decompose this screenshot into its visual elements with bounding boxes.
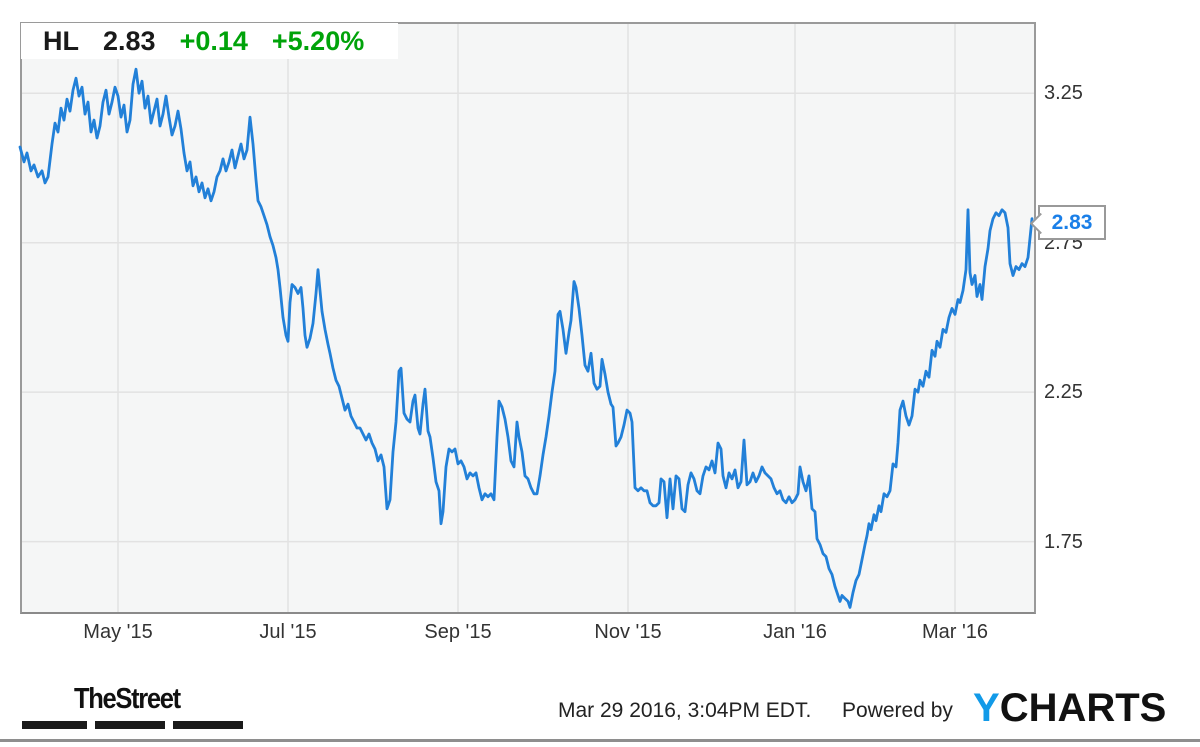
plot-area — [20, 22, 1036, 614]
powered-by-label: Powered by — [842, 699, 953, 722]
thestreet-logo-text: TheStreet — [74, 683, 181, 715]
x-tick-label: Sep '15 — [424, 621, 492, 643]
thestreet-logo: TheStreet — [22, 683, 252, 729]
y-tick-label: 3.25 — [1044, 82, 1083, 105]
legend-change-pct: +5.20% — [271, 25, 365, 56]
y-tick-label: 2.25 — [1044, 381, 1083, 404]
thestreet-logo-bars — [22, 721, 252, 729]
x-tick-label: Nov '15 — [594, 621, 662, 643]
logo-bar — [95, 721, 165, 729]
chart-timestamp: Mar 29 2016, 3:04PM EDT. — [558, 699, 812, 722]
legend-price: 2.83 — [103, 25, 156, 56]
price-callout-value: 2.83 — [1051, 210, 1093, 234]
x-tick-label: Jul '15 — [259, 621, 317, 643]
ycharts-logo-y: Y — [973, 686, 1000, 730]
x-tick-label: May '15 — [83, 621, 153, 643]
logo-bar — [173, 721, 243, 729]
logo-bar — [22, 721, 87, 729]
y-tick-label: 1.75 — [1044, 530, 1083, 553]
ycharts-logo-charts: CHARTS — [999, 686, 1167, 730]
ycharts-logo: YCHARTS — [973, 686, 1166, 731]
legend-symbol: HL — [43, 25, 79, 56]
legend: HL 2.83 +0.14 +5.20% — [21, 23, 398, 59]
footer-divider — [0, 739, 1200, 742]
x-tick-label: Mar '16 — [921, 621, 989, 643]
x-tick-label: Jan '16 — [763, 621, 827, 643]
legend-change: +0.14 — [179, 25, 248, 56]
